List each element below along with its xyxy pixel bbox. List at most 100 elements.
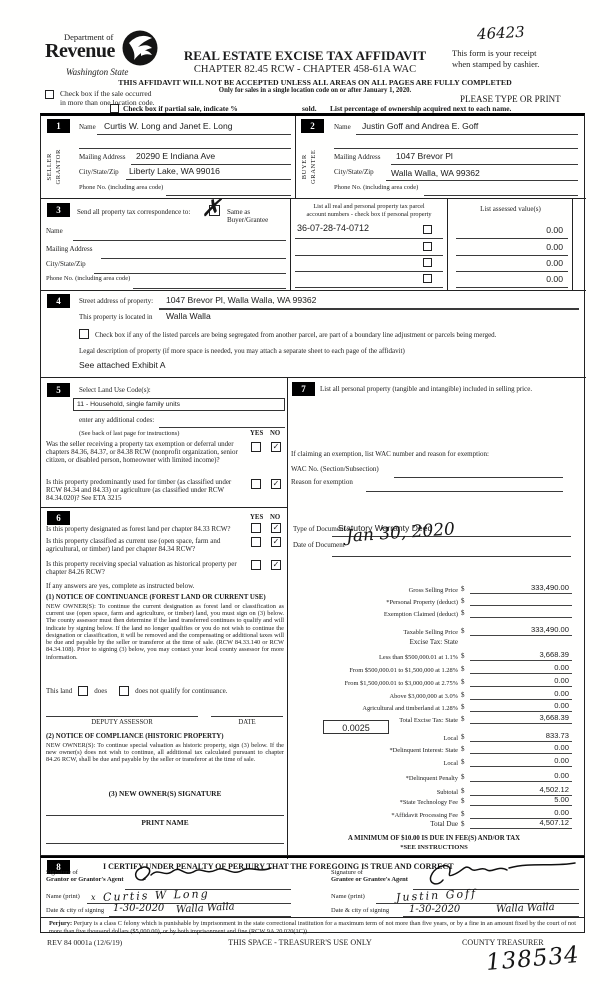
tax-value: 4,502.12 — [470, 786, 572, 796]
grantor-date-city-label: Date & city of signing — [46, 907, 105, 914]
minimum-fee-note: A MINIMUM OF $10.00 IS DUE IN FEE(S) AND… — [347, 835, 521, 842]
print-name-line[interactable] — [46, 842, 284, 844]
does-not-checkbox[interactable] — [119, 686, 130, 696]
street-address-line[interactable] — [159, 307, 579, 310]
same-as-buyer-checkbox[interactable] — [209, 205, 220, 216]
tax-row-affidavit-fee: *Affidavit Processing Fee $0.00 — [290, 808, 572, 819]
send-correspondence-label: Send all property tax correspondence to: — [77, 208, 191, 216]
corr-name-line[interactable] — [73, 239, 286, 241]
buyer-block: 2 BUYER GRANTEE Name Justin Goff and And… — [296, 116, 586, 199]
located-in-label: This property is located in — [79, 313, 153, 321]
seller-city-line[interactable] — [126, 178, 291, 180]
corr-mailing-line[interactable] — [101, 257, 286, 259]
s6-q1-yes-checkbox[interactable] — [251, 523, 261, 533]
seller-name-line-2[interactable] — [79, 147, 291, 149]
treasurer-space-label: THIS SPACE - TREASURER'S USE ONLY — [228, 938, 372, 947]
s6-q2-no-checkbox[interactable]: ✓ — [271, 537, 281, 547]
does-checkbox[interactable] — [78, 686, 89, 696]
tax-row-taxable: Taxable Selling Price $333,490.00 — [290, 625, 572, 636]
s6-no-header: NO — [270, 514, 281, 521]
additional-codes-line[interactable] — [159, 426, 285, 428]
additional-codes-label: enter any additional codes: — [79, 416, 155, 424]
tax-value: 0.00 — [470, 809, 572, 819]
legal-description-value: See attached Exhibit A — [79, 360, 166, 370]
wac-label: WAC No. (Section/Subsection) — [291, 465, 379, 473]
grantee-name-line[interactable] — [376, 902, 579, 904]
s6-q3-yes-checkbox[interactable] — [251, 560, 261, 570]
tax-row-tier4: Above $3,000,000 at 3.0% $0.00 — [290, 689, 572, 700]
parcel-personal-checkbox-4[interactable] — [423, 274, 432, 283]
date-of-document-line[interactable] — [332, 555, 571, 557]
seller-phone-line[interactable] — [166, 194, 291, 196]
grantee-signature — [419, 858, 579, 888]
wac-line[interactable] — [394, 476, 563, 478]
see-instructions-note: *SEE INSTRUCTIONS — [400, 844, 468, 851]
parcel-line-3[interactable] — [295, 270, 443, 272]
partial-sale-label: Check box if partial sale, indicate % — [123, 104, 238, 113]
s6-q1-no-checkbox[interactable]: ✓ — [271, 523, 281, 533]
tax-value: 333,490.00 — [470, 626, 572, 636]
parcel-line-4[interactable] — [295, 286, 443, 288]
multi-location-checkbox[interactable] — [45, 90, 54, 99]
grantor-city-handwritten: Walla Walla — [175, 901, 235, 916]
s5-q1-no-checkbox[interactable]: ✓ — [271, 442, 281, 452]
parcel-personal-checkbox-2[interactable] — [423, 242, 432, 251]
revenue-logo-icon — [121, 29, 159, 67]
deputy-assessor-line[interactable] — [46, 715, 198, 717]
dollar-sign: $ — [461, 745, 465, 754]
grantor-agent-label: Grantor or Grantor's Agent — [46, 876, 124, 883]
segregated-checkbox[interactable] — [79, 329, 89, 339]
s5-q1-yes-checkbox[interactable] — [251, 442, 261, 452]
corr-mailing-label: Mailing Address — [46, 245, 93, 253]
corr-phone-line[interactable] — [133, 287, 286, 289]
tax-row-local: Local $833.73 — [290, 731, 572, 742]
tax-value[interactable] — [470, 617, 572, 618]
seller-name-line[interactable] — [97, 133, 291, 135]
buyer-mailing-line[interactable] — [391, 163, 578, 165]
exemption-note: If claiming an exemption, list WAC numbe… — [291, 450, 489, 458]
corr-city-line[interactable] — [94, 272, 286, 274]
correspondence-section: 3 Send all property tax correspondence t… — [41, 196, 586, 291]
seller-mailing-line[interactable] — [131, 163, 291, 165]
buyer-name-line[interactable] — [356, 133, 578, 135]
tax-value: 3,668.39 — [470, 651, 572, 661]
reason-line[interactable] — [366, 490, 563, 492]
type-of-document-label: Type of Document — [293, 525, 346, 533]
parcel-personal-checkbox-1[interactable] — [423, 225, 432, 234]
notice2-title: (2) NOTICE OF COMPLIANCE (HISTORIC PROPE… — [46, 733, 224, 740]
buyer-city-line[interactable] — [386, 179, 578, 181]
grantor-signature-line[interactable] — [125, 888, 291, 890]
deputy-date-line[interactable] — [211, 715, 283, 717]
dollar-sign: $ — [461, 691, 465, 700]
receipt-note-2: when stamped by cashier. — [452, 59, 540, 69]
parcel-line-1[interactable] — [295, 237, 443, 239]
county-treasurer-label: COUNTY TREASURER — [462, 938, 544, 947]
grantee-signature-line[interactable] — [413, 888, 579, 890]
does-label: does — [94, 687, 108, 695]
buyer-phone-line[interactable] — [424, 194, 578, 196]
s5-q2-no-checkbox[interactable]: ✓ — [271, 479, 281, 489]
s6-q2-yes-checkbox[interactable] — [251, 537, 261, 547]
parcel-line-2[interactable] — [295, 254, 443, 256]
tax-row-tier2: From $500,000.01 to $1,500,000 at 1.28% $… — [290, 663, 572, 674]
type-of-document-line[interactable] — [332, 535, 571, 537]
grantor-date-line[interactable] — [109, 915, 291, 917]
local-rate-box[interactable]: 0.0025 — [323, 720, 389, 734]
segregated-label: Check box if any of the listed parcels a… — [95, 331, 497, 339]
s6-question-3: Is this property receiving special valua… — [46, 560, 237, 577]
grantor-name-line[interactable] — [87, 902, 291, 904]
s5-q2-yes-checkbox[interactable] — [251, 479, 261, 489]
tax-value[interactable] — [470, 605, 572, 606]
new-owner-signature-line[interactable] — [46, 814, 284, 816]
buyer-name-line-2[interactable] — [334, 147, 578, 149]
tax-row-delinq-penalty: *Delinquent Penalty $0.00 — [290, 771, 572, 782]
tax-label: *State Technology Fee — [399, 798, 458, 806]
grantee-date-line[interactable] — [403, 915, 579, 917]
partial-sale-checkbox[interactable] — [110, 104, 119, 113]
corr-name-label: Name — [46, 227, 63, 235]
land-use-code-dropdown[interactable]: 11 - Household, single family units — [73, 398, 285, 411]
parcel-personal-checkbox-3[interactable] — [423, 258, 432, 267]
buyer-phone-label: Phone No. (including area code) — [334, 184, 419, 191]
s6-q3-no-checkbox[interactable]: ✓ — [271, 560, 281, 570]
tax-value: 0.00 — [470, 690, 572, 700]
